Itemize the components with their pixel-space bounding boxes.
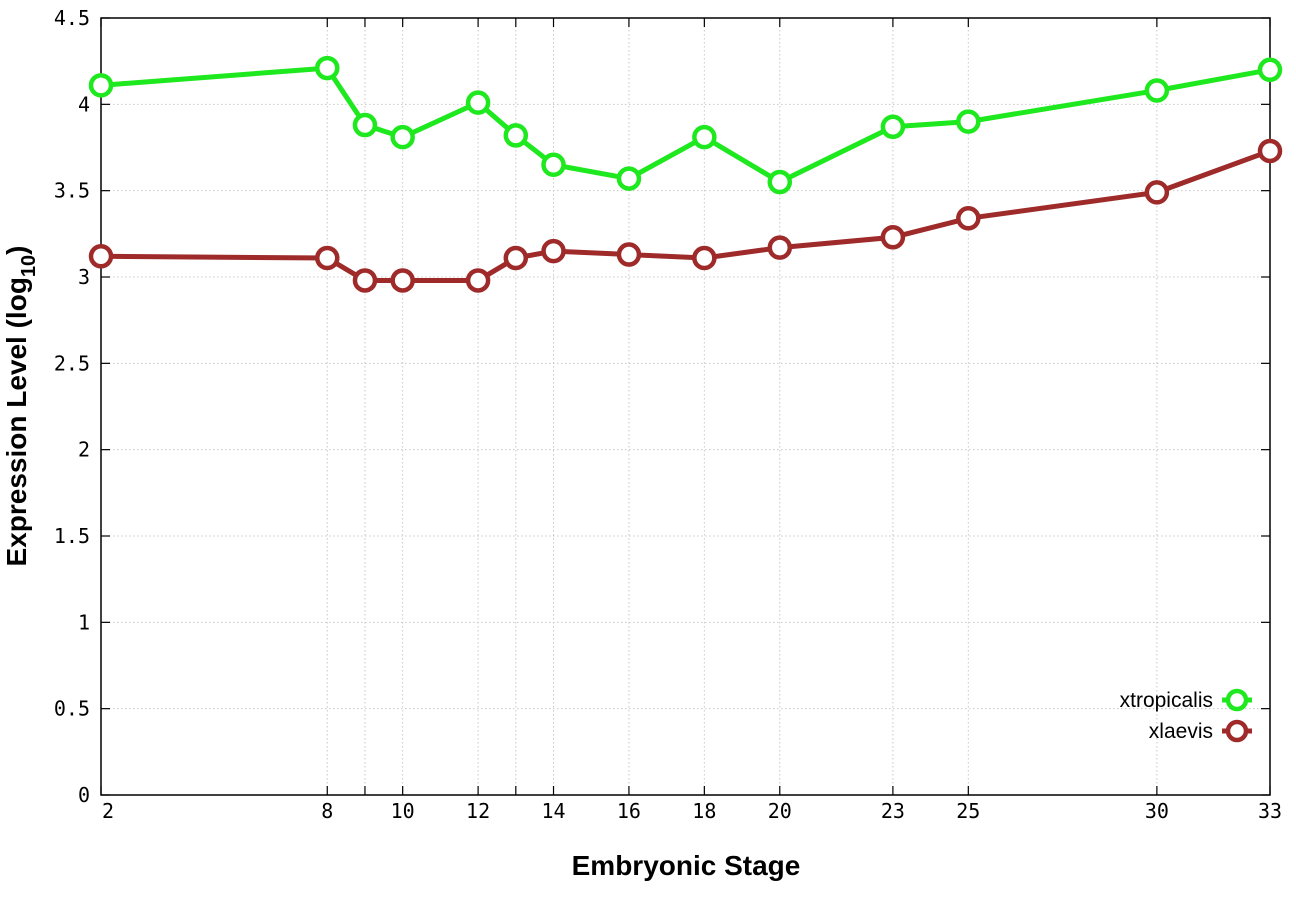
data-point-xtropicalis (1144, 78, 1170, 103)
data-point-xlaevis (956, 206, 981, 231)
x-tick-label: 8 (321, 799, 333, 823)
x-tick-label: 20 (768, 799, 792, 823)
data-point-xlaevis (880, 225, 906, 250)
data-point-xtropicalis (692, 124, 717, 150)
x-tick-label: 10 (391, 799, 415, 823)
x-tick-label: 16 (617, 799, 641, 823)
y-tick-label: 3 (78, 265, 90, 289)
data-point-xtropicalis (503, 123, 529, 148)
y-tick-label: 4.5 (54, 6, 90, 30)
legend: xtropicalis xlaevis (1120, 688, 1252, 743)
y-tick-label: 1.5 (54, 524, 90, 548)
y-tick-label: 0 (78, 783, 90, 807)
y-tick-label: 4 (78, 92, 90, 116)
x-tick-label: 25 (956, 799, 980, 823)
data-point-xlaevis (465, 268, 491, 293)
series (88, 55, 1283, 293)
data-point-xlaevis (1257, 138, 1283, 164)
x-tick-label: 30 (1145, 799, 1169, 823)
plot-frame (100, 17, 1271, 796)
data-point-xtropicalis (1257, 57, 1283, 83)
y-axis-title-subscript: 10 (18, 255, 40, 277)
y-tick-label: 2.5 (54, 351, 90, 375)
series-line-xtropicalis (100, 65, 1271, 185)
y-axis-title-main: Expression Level (log (1, 277, 32, 566)
y-axis-title: Expression Level (log10) (1, 246, 40, 567)
data-point-xlaevis (503, 245, 529, 271)
x-tick-label: 14 (541, 799, 565, 823)
grid (100, 17, 1271, 796)
data-point-xtropicalis (390, 124, 415, 150)
data-point-xlaevis (88, 244, 114, 269)
data-point-xlaevis (692, 245, 717, 271)
data-point-xtropicalis (88, 73, 114, 98)
y-axis-title-close: ) (1, 246, 32, 255)
data-point-xlaevis (390, 268, 415, 293)
x-tick-label: 18 (692, 799, 716, 823)
data-point-xlaevis (315, 245, 340, 271)
data-point-xtropicalis (315, 55, 340, 81)
axis-ticks (100, 17, 1271, 796)
legend-label-xlaevis: xlaevis (1149, 720, 1213, 743)
x-tick-label: 12 (466, 799, 490, 823)
data-point-xlaevis (767, 235, 793, 260)
x-tick-label: 23 (881, 799, 905, 823)
y-tick-label: 2 (78, 438, 90, 462)
x-tick-label: 2 (102, 799, 114, 823)
legend-marker-xlaevis (1225, 719, 1249, 743)
data-point-xtropicalis (465, 90, 491, 115)
data-point-xtropicalis (767, 169, 793, 195)
series-line-xlaevis (100, 148, 1271, 283)
x-tick-label: 33 (1258, 799, 1282, 823)
data-point-xtropicalis (616, 166, 642, 191)
data-point-xlaevis (541, 238, 566, 264)
data-point-xlaevis (616, 242, 642, 267)
y-tick-label: 3.5 (54, 179, 90, 203)
data-point-xtropicalis (541, 152, 566, 178)
x-axis-title: Embryonic Stage (572, 850, 801, 881)
x-tick-labels: 2 8 10 12 14 16 18 20 23 25 30 33 (102, 799, 1282, 823)
data-point-xtropicalis (880, 114, 906, 140)
data-point-xlaevis (352, 268, 378, 293)
y-tick-label: 0.5 (54, 697, 90, 721)
data-point-xlaevis (1144, 180, 1170, 205)
legend-label-xtropicalis: xtropicalis (1120, 689, 1213, 712)
y-tick-label: 1 (78, 610, 90, 634)
legend-marker-xtropicalis (1225, 688, 1249, 712)
y-tick-labels: 0 0.5 1 1.5 2 2.5 3 3.5 4 4.5 (54, 6, 90, 807)
data-point-xtropicalis (352, 112, 378, 138)
data-point-xtropicalis (956, 109, 981, 134)
